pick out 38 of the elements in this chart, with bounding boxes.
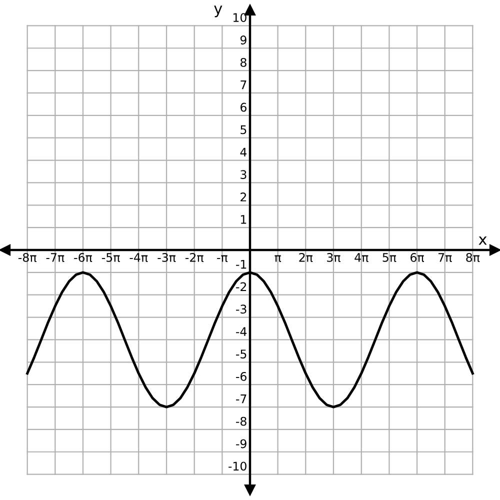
x-tick-label: 8π <box>466 252 480 262</box>
y-tick-label: 2 <box>240 192 246 202</box>
x-tick-label: -5π <box>102 253 120 262</box>
x-tick-label: π <box>274 255 282 262</box>
x-tick-label: 3π <box>327 252 340 262</box>
y-tick-label: 9 <box>240 36 246 44</box>
x-tick-label: 5π <box>382 253 396 262</box>
x-tick-label: -7π <box>46 253 64 262</box>
x-tick-label: 6π <box>410 252 424 262</box>
y-tick-label: -1 <box>236 260 246 269</box>
x-tick-label: -8π <box>18 252 36 262</box>
y-tick-label: -10 <box>228 462 246 471</box>
y-axis-title: y <box>214 6 222 18</box>
y-tick-label: -2 <box>236 282 246 292</box>
x-tick-label: 4π <box>354 253 368 262</box>
x-tick-label: -3π <box>158 252 176 262</box>
y-tick-label: 7 <box>240 80 246 90</box>
y-tick-label: 4 <box>240 148 247 156</box>
y-tick-label: -4 <box>236 327 247 336</box>
y-tick-label: 10 <box>233 13 246 22</box>
x-tick-label: -4π <box>130 253 148 262</box>
y-tick-label: -5 <box>236 350 246 358</box>
x-tick-label: 7π <box>438 253 452 262</box>
y-tick-label: -8 <box>236 416 246 426</box>
x-tick-label: 2π <box>299 252 313 262</box>
y-tick-label: -9 <box>236 439 246 448</box>
y-tick-label: 8 <box>240 58 246 67</box>
y-tick-label: -6 <box>236 372 246 381</box>
x-tick-label: -6π <box>74 252 92 262</box>
x-tick-label: -π <box>217 255 228 262</box>
y-tick-label: 1 <box>241 215 246 224</box>
y-tick-label: -7 <box>236 394 246 404</box>
x-axis-title: x <box>478 236 487 245</box>
y-tick-label: 3 <box>240 170 246 180</box>
y-tick-label: 5 <box>240 125 246 134</box>
x-tick-label: -2π <box>185 252 204 262</box>
y-tick-label: 6 <box>240 102 246 112</box>
y-tick-label: -3 <box>236 304 246 314</box>
